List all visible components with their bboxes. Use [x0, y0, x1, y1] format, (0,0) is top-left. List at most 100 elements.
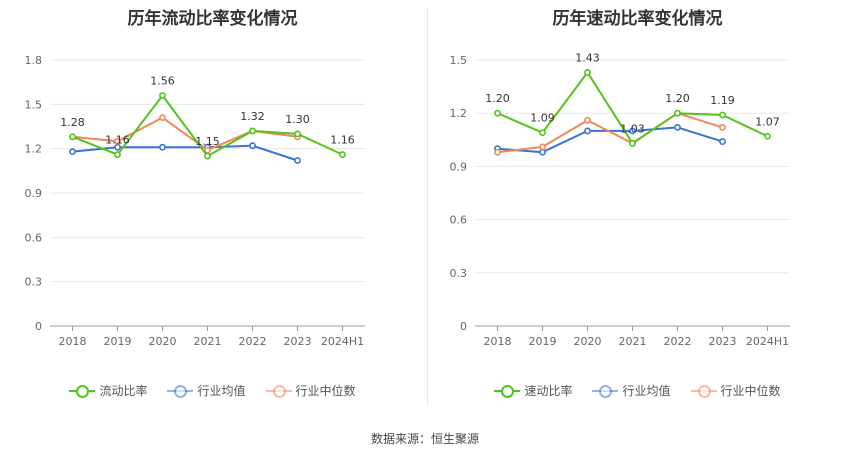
- data-label: 1.16: [105, 134, 130, 147]
- y-tick-label: 0.9: [25, 187, 43, 200]
- x-tick-label: 2024H1: [746, 335, 789, 348]
- data-point: [494, 148, 501, 156]
- x-tick-label: 2018: [484, 335, 512, 348]
- legend-label: 行业中位数: [720, 384, 781, 398]
- data-source-note: 数据来源：恒生聚源: [370, 432, 479, 446]
- legend-item[interactable]: 流动比率: [69, 382, 147, 399]
- legend-dot: [272, 384, 286, 398]
- legend-symbol: [167, 384, 194, 398]
- data-point: [674, 109, 681, 117]
- x-tick-label: 2022: [239, 335, 267, 348]
- y-tick-label: 0: [35, 320, 42, 333]
- y-tick-label: 1.8: [25, 54, 43, 67]
- y-tick-label: 0.6: [450, 214, 468, 227]
- series-line: [497, 112, 723, 154]
- data-point: [719, 111, 726, 119]
- legend-symbol: [69, 384, 96, 398]
- data-label: 1.20: [485, 92, 510, 105]
- y-tick-label: 0: [460, 320, 467, 333]
- data-point: [719, 123, 726, 131]
- data-label: 1.16: [330, 134, 355, 147]
- data-label: 1.43: [575, 51, 600, 64]
- data-point: [719, 138, 726, 145]
- legend-item[interactable]: 行业均值: [592, 382, 671, 399]
- y-tick-label: 1.5: [25, 98, 43, 111]
- x-tick-label: 2019: [104, 335, 132, 348]
- data-point: [69, 133, 76, 141]
- data-point: [69, 148, 76, 156]
- data-point: [494, 109, 501, 117]
- x-tick-label: 2019: [529, 335, 557, 348]
- chart-legend: 流动比率 行业均值 行业中位数: [0, 382, 425, 399]
- legend-dot: [697, 384, 711, 398]
- data-point: [249, 142, 256, 150]
- y-tick-label: 0.9: [450, 160, 468, 173]
- legend-symbol: [592, 384, 619, 398]
- data-point: [159, 92, 166, 99]
- data-point: [204, 152, 211, 160]
- y-tick-label: 0.3: [450, 267, 468, 280]
- data-point: [674, 123, 681, 131]
- data-label: 1.15: [195, 135, 220, 148]
- legend-dot: [174, 384, 188, 398]
- data-label: 1.19: [710, 94, 735, 107]
- legend-item[interactable]: 行业均值: [167, 382, 246, 399]
- legend-label: 行业中位数: [295, 384, 356, 398]
- current-ratio-panel: 历年流动比率变化情况 0 0.3 0.6 0.9 1.2 1.5 1.8 2018 2019 20…: [0, 0, 425, 420]
- data-point: [294, 157, 301, 164]
- quick-ratio-panel: 历年速动比率变化情况 0 0.3 0.6 0.9 1.2 1.5 2018 2019 2020 2…: [425, 0, 850, 420]
- data-point: [114, 151, 121, 158]
- chart-legend: 速动比率 行业均值 行业中位数: [425, 382, 850, 399]
- data-point: [629, 139, 636, 147]
- legend-dot: [76, 384, 90, 398]
- data-label: 1.20: [665, 92, 690, 105]
- chart-title: 历年速动比率变化情况: [552, 9, 723, 29]
- x-tick-label: 2023: [709, 335, 737, 348]
- panel-divider: [427, 8, 428, 406]
- x-tick-label: 2024H1: [321, 335, 364, 348]
- x-tick-label: 2018: [59, 335, 87, 348]
- x-tick-label: 2023: [284, 335, 312, 348]
- y-tick-label: 0.6: [25, 231, 43, 244]
- data-label: 1.30: [285, 113, 310, 126]
- data-point: [584, 127, 591, 135]
- data-point: [584, 69, 591, 76]
- x-tick-label: 2021: [194, 335, 222, 348]
- x-tick-label: 2022: [664, 335, 692, 348]
- data-label: 1.32: [240, 110, 265, 123]
- quick-ratio-chart: 0 0.3 0.6 0.9 1.2 1.5 2018 2019 2020 2021 2022 2023…: [450, 51, 790, 348]
- data-point: [294, 130, 301, 138]
- data-point: [539, 143, 546, 151]
- legend-item[interactable]: 行业中位数: [690, 382, 781, 399]
- data-label: 1.09: [530, 112, 555, 125]
- chart-title: 历年流动比率变化情况: [127, 9, 298, 29]
- legend-symbol: [690, 384, 717, 398]
- data-point: [204, 146, 211, 154]
- legend-label: 行业均值: [622, 384, 671, 398]
- series-line: [72, 144, 298, 162]
- current-ratio-chart: 0 0.3 0.6 0.9 1.2 1.5 1.8 2018 2019 2020 2021 2022 2…: [25, 54, 365, 348]
- data-point: [539, 148, 546, 156]
- legend-dot: [599, 384, 613, 398]
- data-label: 1.56: [150, 74, 175, 87]
- y-tick-label: 1.5: [450, 54, 468, 67]
- x-tick-label: 2021: [619, 335, 647, 348]
- legend-symbol: [494, 384, 521, 398]
- data-point: [584, 116, 591, 124]
- legend-label: 速动比率: [524, 384, 573, 398]
- legend-item[interactable]: 行业中位数: [265, 382, 356, 399]
- y-tick-label: 1.2: [25, 143, 43, 156]
- data-label: 1.28: [60, 116, 85, 129]
- data-point: [114, 137, 121, 145]
- data-point: [249, 127, 256, 135]
- data-label: 1.07: [755, 115, 780, 128]
- legend-item[interactable]: 速动比率: [494, 382, 572, 399]
- x-tick-label: 2020: [574, 335, 602, 348]
- legend-symbol: [265, 384, 292, 398]
- legend-label: 行业均值: [197, 384, 246, 398]
- data-point: [159, 143, 166, 151]
- x-tick-label: 2020: [149, 335, 177, 348]
- legend-label: 流动比率: [99, 384, 148, 398]
- data-point: [629, 127, 636, 135]
- data-point: [539, 129, 546, 137]
